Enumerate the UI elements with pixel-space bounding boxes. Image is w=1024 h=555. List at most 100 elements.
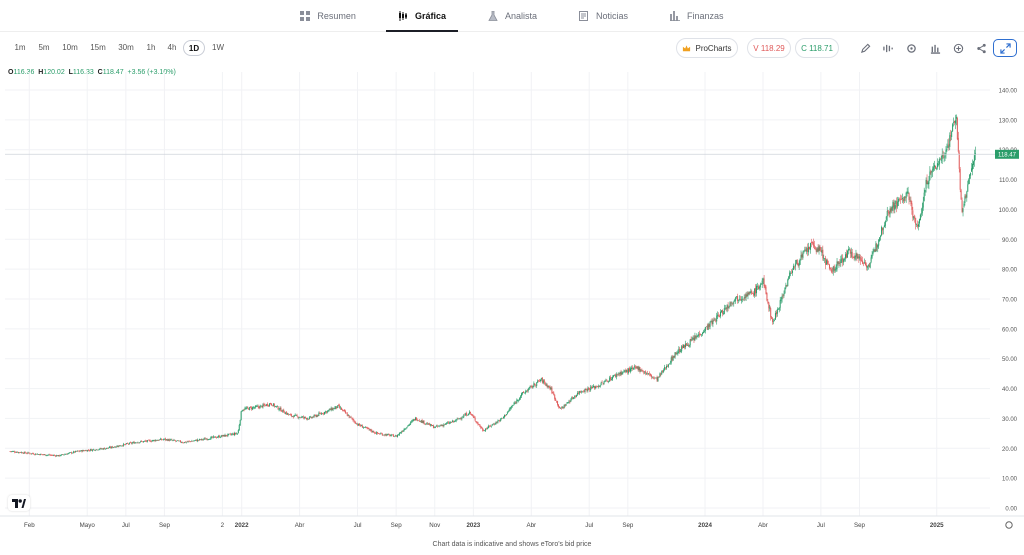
expand-button[interactable] — [993, 39, 1017, 57]
y-tick-label: 130.00 — [999, 118, 1018, 124]
candle-body — [674, 352, 676, 358]
tab-2[interactable]: Analista — [476, 0, 549, 31]
candle-body — [126, 443, 128, 444]
plus-circle-icon[interactable] — [951, 41, 965, 55]
candle-body — [767, 301, 769, 303]
candle-body — [70, 452, 72, 453]
candle-body — [93, 449, 95, 451]
candle-body — [749, 292, 751, 294]
procharts-button[interactable]: ProCharts — [676, 38, 738, 58]
candle-body — [883, 225, 885, 228]
candle-body — [83, 450, 85, 451]
last-price-label: 118.47 — [998, 153, 1017, 159]
candle-body — [891, 207, 893, 211]
candle-body — [551, 387, 553, 393]
axis-settings-icon[interactable] — [1005, 521, 1013, 529]
candle-body — [957, 137, 959, 152]
candle-body — [278, 409, 280, 411]
tab-0[interactable]: Resumen — [288, 0, 368, 31]
candle-body — [475, 421, 477, 423]
candle-body — [160, 438, 162, 440]
timeframe-5[interactable]: 1h — [146, 43, 156, 52]
candle-body — [667, 364, 669, 367]
timeframe-3[interactable]: 15m — [90, 43, 106, 52]
candle-body — [54, 455, 56, 457]
candle-body — [821, 249, 823, 254]
tab-1[interactable]: Gráfica — [385, 0, 459, 32]
candle-body — [176, 440, 178, 442]
candle-body — [522, 392, 524, 394]
timeframe-8[interactable]: 1W — [212, 43, 224, 52]
candle-body — [611, 379, 613, 380]
candle-body — [591, 386, 593, 389]
candle-body — [580, 391, 582, 393]
candle-body — [944, 156, 946, 158]
candle-body — [85, 450, 87, 451]
candle-body — [67, 453, 69, 455]
candle-body — [687, 344, 689, 346]
timeframe-6[interactable]: 4h — [167, 43, 177, 52]
candle-body — [340, 407, 342, 409]
candle-body — [262, 404, 264, 408]
candle-body — [562, 407, 564, 409]
price-chart[interactable]: 0.00 10.00 20.00 30.00 40.00 50.00 60.00 70.00 8… — [0, 62, 1024, 532]
pencil-icon[interactable] — [858, 41, 872, 55]
candle-body — [412, 420, 414, 422]
candle-body — [764, 285, 766, 288]
candle-body — [869, 262, 871, 268]
timeframe-4[interactable]: 30m — [118, 43, 134, 52]
candle-body — [934, 164, 936, 168]
candle-body — [809, 247, 811, 250]
candle-body — [630, 367, 632, 369]
candle-body — [319, 412, 321, 414]
candle-body — [755, 287, 757, 294]
timeframe-2[interactable]: 10m — [62, 43, 78, 52]
candle-body — [14, 451, 16, 453]
candle-body — [310, 416, 312, 418]
candle-body — [846, 250, 848, 258]
candle-body — [123, 443, 125, 446]
candle-body — [82, 450, 84, 452]
timeframe-1[interactable]: 5m — [38, 43, 50, 52]
candle-body — [838, 262, 840, 264]
candle-body — [159, 439, 161, 441]
candle-body — [748, 292, 750, 295]
candle-body — [607, 380, 609, 382]
candle-body — [269, 403, 271, 406]
candle-body — [762, 279, 764, 281]
candle-body — [282, 409, 284, 412]
candle-body — [808, 246, 810, 253]
candle-body — [715, 320, 717, 322]
candle-body — [960, 190, 962, 200]
timeframe-0[interactable]: 1m — [14, 43, 26, 52]
tab-4[interactable]: Finanzas — [658, 0, 736, 31]
candle-body — [943, 156, 945, 158]
sell-price-button[interactable]: V 118.29 — [747, 38, 791, 58]
candle-body — [100, 448, 102, 449]
settings-icon[interactable] — [904, 41, 918, 55]
candle-body — [255, 406, 257, 407]
candle-body — [777, 308, 779, 310]
buy-price-button[interactable]: C 118.71 — [795, 38, 839, 58]
candle-body — [306, 418, 308, 420]
candle-body — [931, 171, 933, 173]
indicators-icon[interactable] — [881, 41, 895, 55]
last-price-tag — [995, 149, 1019, 159]
candle-body — [783, 293, 785, 296]
candle-body — [732, 302, 734, 304]
candle-body — [904, 196, 906, 198]
candle-body — [671, 356, 673, 361]
candle-body — [356, 423, 358, 425]
candle-body — [831, 271, 833, 273]
candle-body — [706, 325, 708, 330]
candle-body — [292, 416, 294, 418]
timeframe-7[interactable]: 1D — [183, 40, 205, 56]
candle-body — [232, 433, 234, 435]
candle-body — [429, 423, 431, 426]
ohlc-readout: O116.36 H120.02 L116.33 C118.47 +3.56 (+… — [8, 69, 176, 76]
candle-body — [469, 411, 471, 414]
close-label: C — [97, 69, 103, 76]
bar-chart-icon[interactable] — [928, 41, 942, 55]
tab-3[interactable]: Noticias — [567, 0, 640, 31]
share-icon[interactable] — [974, 41, 988, 55]
